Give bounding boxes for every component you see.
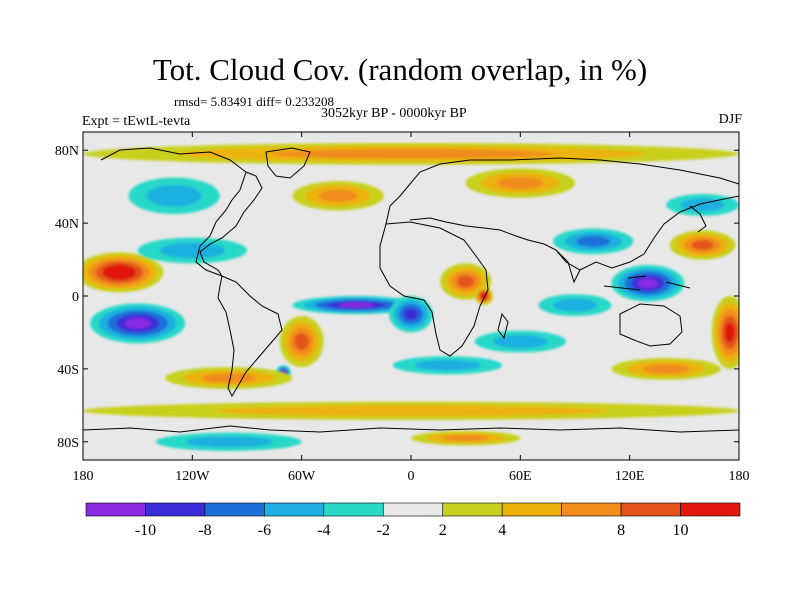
colorbar-swatch: [561, 502, 622, 517]
x-tick-label: 180: [73, 469, 94, 484]
axis-ticks: 180 120W 60W 0 60E 120E 180 80N 40N 0 40S 80S: [55, 132, 750, 484]
anomaly-contour: [403, 308, 419, 321]
x-tick-label: 0: [408, 469, 415, 484]
experiment-label: Expt = tEwtL-tevta: [82, 114, 191, 129]
colorbar-swatch: [382, 502, 444, 517]
coastlines: [83, 147, 739, 433]
anomaly-blob: [474, 330, 566, 353]
anomaly-blob: [164, 367, 293, 389]
anomaly-contour: [724, 322, 735, 343]
anomaly-blob: [611, 357, 721, 380]
anomaly-contour: [338, 302, 374, 308]
anomaly-blob: [292, 296, 421, 315]
anomaly-contour: [294, 333, 309, 351]
colorbar-swatch: [145, 502, 206, 517]
stats-text: rmsd= 5.83491 diff= 0.233208: [174, 94, 334, 109]
coastline-madagascar: [497, 312, 509, 340]
coastline-greenland: [265, 147, 311, 179]
anomaly-contour: [185, 436, 273, 448]
anomaly-blob: [669, 230, 736, 260]
colorbar-swatch: [264, 502, 325, 517]
anomaly-blob: [611, 265, 685, 302]
colorbar-swatch: [323, 502, 384, 517]
y-tick-label: 40N: [55, 217, 79, 232]
coastline-north-america: [100, 147, 263, 278]
x-tick-label: 120W: [175, 469, 210, 484]
coastline-maritime: [603, 275, 691, 291]
y-tick-label: 0: [72, 290, 79, 305]
colorbar: -10 -8 -6 -4 -2 2 4 8 10: [85, 502, 741, 539]
anomaly-contour: [146, 184, 202, 207]
colorbar-swatch: [680, 502, 741, 517]
anomaly-blob: [155, 432, 302, 451]
anomaly-blob: [90, 303, 186, 344]
anomaly-blob: [83, 142, 739, 165]
colorbar-label: 10: [673, 522, 689, 539]
colorbar-label: -10: [135, 522, 156, 539]
coastline-australia: [619, 303, 683, 347]
anomaly-contour: [553, 298, 597, 312]
anomaly-contour: [414, 359, 481, 371]
x-tick-label: 180: [729, 469, 750, 484]
x-tick-label: 60W: [288, 469, 316, 484]
y-tick-label: 80S: [57, 436, 79, 451]
colorbar-swatch: [85, 502, 146, 517]
anomaly-contour: [457, 275, 475, 288]
anomaly-blob: [137, 237, 248, 264]
anomaly-blob: [128, 177, 220, 214]
coastline-antarctica: [83, 425, 739, 433]
x-tick-label: 120E: [615, 469, 645, 484]
colorbar-label: -4: [317, 522, 330, 539]
anomaly-blob: [711, 296, 739, 369]
anomaly-contour: [493, 334, 548, 349]
anomaly-contour: [642, 364, 690, 374]
anomaly-contour: [318, 189, 358, 202]
anomaly-blob: [392, 356, 503, 375]
colorbar-label: 8: [617, 522, 625, 539]
colorbar-label: 4: [498, 522, 506, 539]
colorbar-swatch: [204, 502, 265, 517]
anomaly-blob: [666, 193, 739, 216]
coastline-south-america: [217, 275, 283, 398]
y-tick-label: 40S: [57, 363, 79, 378]
anomaly-blob: [292, 181, 384, 211]
colorbar-label: -8: [198, 522, 211, 539]
anomaly-blob: [83, 401, 739, 420]
plot-title: Tot. Cloud Cov. (random overlap, in %): [152, 52, 648, 87]
anomaly-blob: [279, 316, 324, 368]
coastline-india: [555, 249, 581, 284]
anomaly-contour: [637, 278, 658, 289]
anomaly-blob: [410, 430, 521, 446]
anomaly-contour: [124, 317, 151, 329]
x-tick-label: 60E: [509, 469, 532, 484]
anomaly-blob: [389, 296, 433, 333]
colorbar-swatch: [620, 502, 681, 517]
anomaly-blob: [553, 228, 634, 255]
anomaly-contour: [159, 242, 226, 259]
y-tick-label: 80N: [55, 144, 79, 159]
anomaly-contour: [576, 235, 611, 247]
coastline-japan: [689, 205, 707, 233]
coastline-eurasia: [385, 157, 739, 271]
colorbar-label: 2: [439, 522, 447, 539]
colorbar-swatch: [442, 502, 503, 517]
anomaly-contour: [691, 240, 714, 250]
anomaly-contour: [496, 176, 544, 190]
anomaly-contour: [270, 149, 552, 159]
anomaly-contour: [109, 267, 130, 277]
anomaly-contour: [201, 373, 257, 383]
colorbar-label: -2: [377, 522, 390, 539]
anomaly-contour: [214, 405, 608, 417]
anomaly-blob: [538, 294, 612, 317]
anomaly-blob: [474, 286, 493, 306]
season-label: DJF: [718, 112, 742, 127]
anomaly-blob: [83, 252, 164, 293]
period-label: 3052kyr BP - 0000kyr BP: [321, 106, 467, 121]
colorbar-label: -6: [258, 522, 271, 539]
anomaly-blob: [465, 168, 576, 198]
colorbar-swatch: [501, 502, 562, 517]
anomaly-contour: [442, 435, 490, 442]
coastline-africa: [379, 221, 489, 357]
